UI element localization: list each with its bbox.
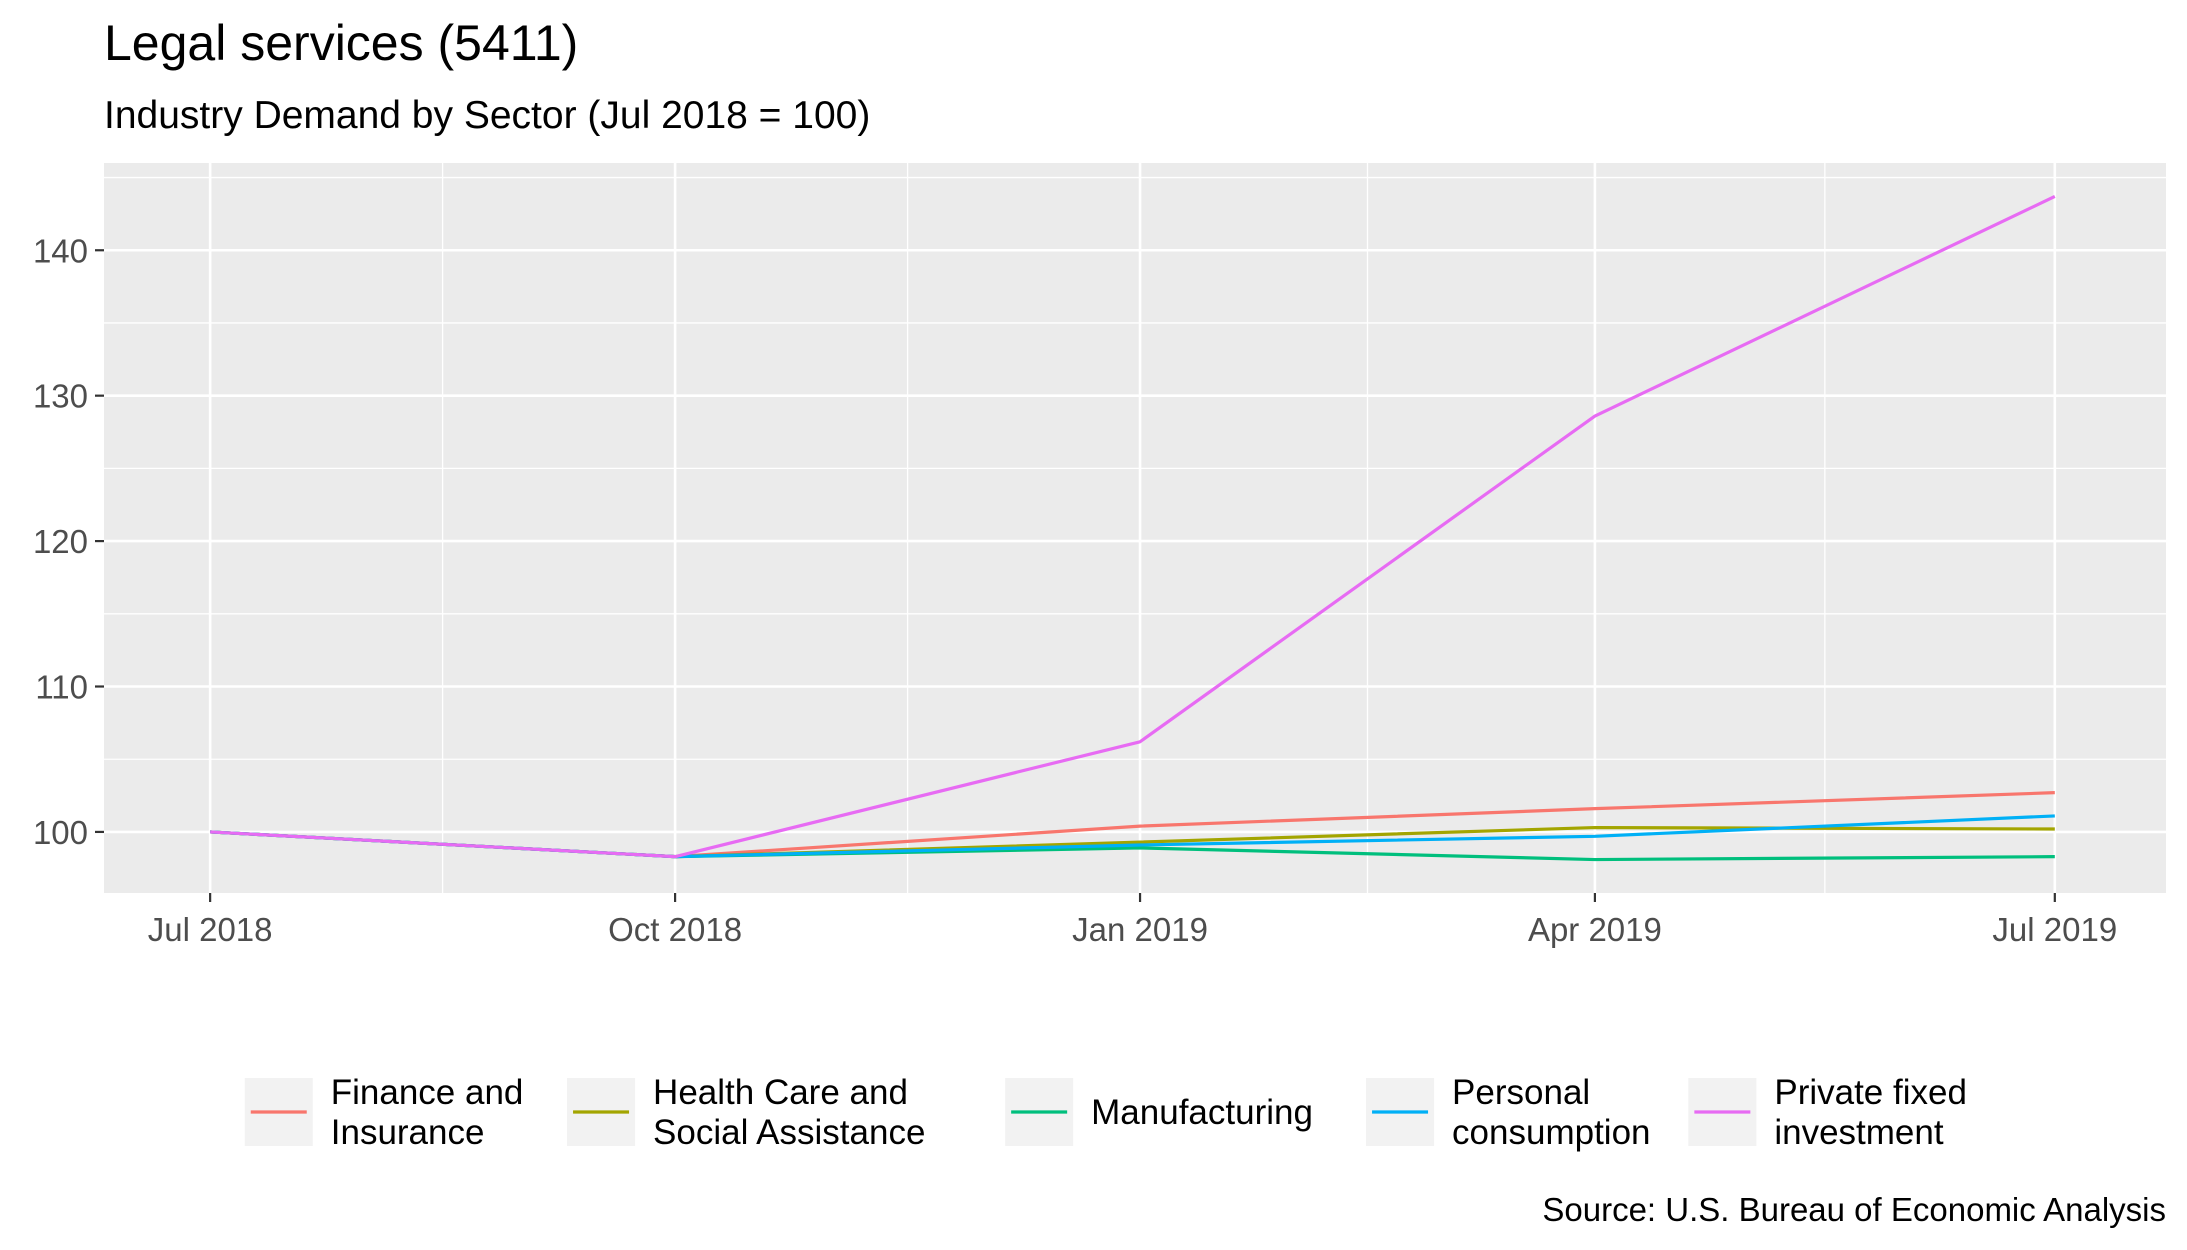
y-tick-label: 110 [35,669,88,706]
legend-label: Health Care and Social Assistance [653,1073,925,1152]
series-lines [210,195,2056,862]
x-tick-label: Jul 2018 [148,911,273,948]
chart-caption: Source: U.S. Bureau of Economic Analysis [1542,1191,2166,1228]
x-axis: Jul 2018 Oct 2018 Jan 2019 Apr 2019 Jul 2019 [148,893,2117,948]
legend-item: Manufacturing [1005,1078,1313,1146]
legend: Finance and Insurance Health Care and Socia… [244,1073,1967,1152]
x-tick-label: Jan 2019 [1072,911,1208,948]
x-tick-label: Oct 2018 [608,911,742,948]
y-tick-label: 140 [33,232,88,269]
chart-title: Legal services (5411) [104,15,578,71]
legend-item: Finance and Insurance [244,1073,524,1152]
legend-label: Manufacturing [1091,1093,1313,1132]
legend-item: Personal consumption [1366,1073,1651,1152]
x-tick-label: Apr 2019 [1528,911,1662,948]
y-tick-label: 120 [33,523,88,560]
plot-panel [104,163,2166,893]
legend-item: Private fixed investment [1688,1073,1967,1152]
y-axis: 100 110 120 130 140 [33,232,104,851]
legend-item: Health Care and Social Assistance [567,1073,925,1152]
legend-label: Finance and Insurance [331,1073,524,1152]
series-line [210,195,2056,859]
chart-subtitle: Industry Demand by Sector (Jul 2018 = 10… [104,94,870,137]
x-tick-label: Jul 2019 [1992,911,2117,948]
legend-label: Private fixed investment [1774,1073,1967,1152]
y-tick-label: 100 [33,814,88,851]
grid-minor [104,163,2166,893]
y-tick-label: 130 [33,378,88,415]
legend-label: Personal consumption [1452,1073,1650,1152]
grid-major [104,163,2166,893]
